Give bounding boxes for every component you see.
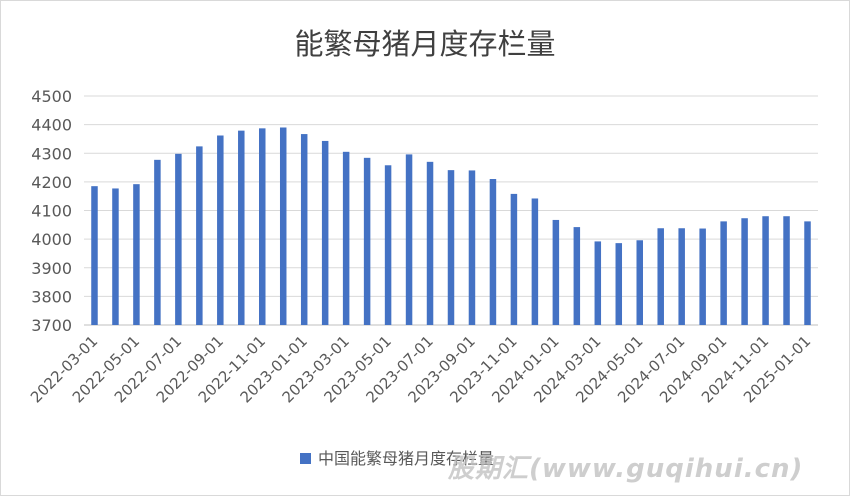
bar [238,130,245,325]
bar [762,216,769,325]
bar [552,219,560,325]
y-tick-label: 3900 [31,259,72,278]
y-tick-label: 4400 [31,116,72,135]
bars [91,127,811,325]
bar [783,216,790,325]
bar [175,153,182,325]
bar [531,198,539,325]
y-tick-label: 4500 [31,87,72,106]
bar [720,221,727,325]
legend-label: 中国能繁母猪月度存栏量 [318,449,494,468]
bar [342,151,350,325]
bar [699,228,706,325]
bar [196,146,203,325]
bar [217,135,224,325]
y-tick-label: 4000 [31,230,72,249]
bar [468,170,476,325]
bar [657,228,664,325]
bar [573,227,581,325]
bar [594,241,602,325]
bar [678,228,685,325]
bar [405,154,413,325]
bar [279,127,287,325]
bar [259,128,266,325]
bar [300,134,308,325]
bar [91,186,98,325]
bar [489,179,497,325]
bar [363,157,371,325]
bar [154,159,161,325]
bar [804,221,811,325]
bar [321,140,329,325]
bar [112,188,119,325]
y-tick-label: 4300 [31,144,72,163]
y-tick-label: 3800 [31,287,72,306]
chart-title: 能繁母猪月度存栏量 [294,27,555,61]
legend: 中国能繁母猪月度存栏量 [300,449,494,468]
x-axis-labels: 2022-03-012022-05-012022-07-012022-09-01… [27,332,814,406]
bar [615,243,623,325]
bar [384,165,392,325]
bar [426,161,434,325]
y-tick-label: 4200 [31,173,72,192]
y-tick-label: 4100 [31,202,72,221]
y-axis-labels: 3700 3800 3900 4000 4100 4200 4300 4400 4500 [31,87,72,335]
bar [741,218,748,325]
bar [636,240,643,325]
bar [447,170,455,325]
watermark: 股期汇(www.guqihui.cn) [448,454,804,484]
legend-swatch [300,453,311,464]
bar [133,184,140,325]
bar [510,193,518,325]
y-tick-label: 3700 [31,316,72,335]
